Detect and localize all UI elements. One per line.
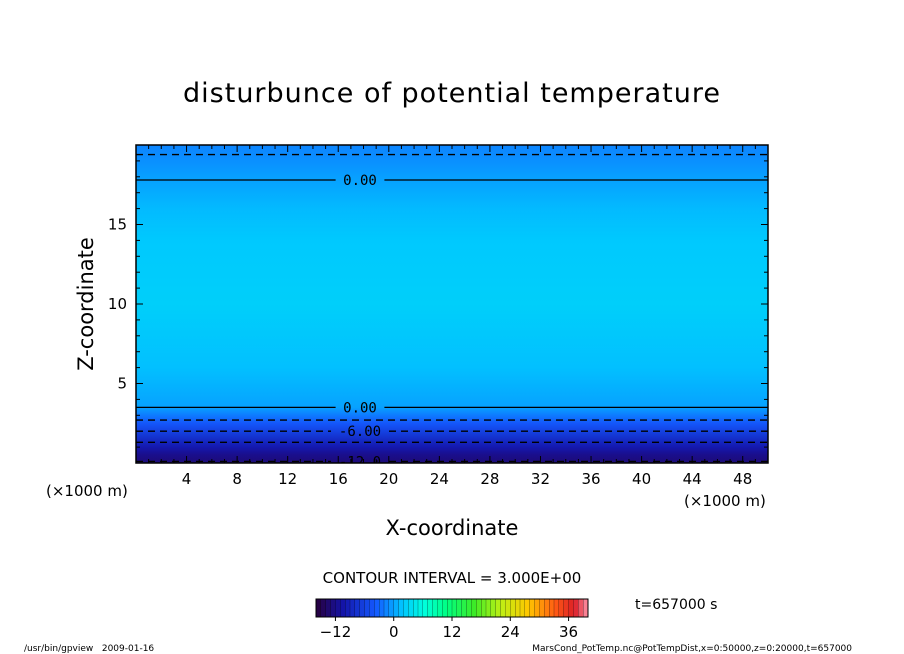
- colorbar-cell: [437, 598, 443, 618]
- colorbar-ticks: −12 0 12 24 36: [320, 617, 578, 641]
- colorbar-cell: [325, 598, 331, 618]
- colorbar-cell: [447, 598, 453, 618]
- colorbar-cell: [451, 598, 458, 618]
- colorbar-cell: [578, 598, 584, 618]
- colorbar-cell: [553, 598, 560, 618]
- contour-label: -6.00: [339, 424, 381, 440]
- colorbar-cell: [490, 598, 497, 618]
- colorbar-cell: [549, 598, 555, 618]
- colorbar-cell: [408, 598, 414, 618]
- x-tick-label: 32: [531, 470, 550, 488]
- colorbar-cell: [340, 598, 346, 618]
- colorbar-cell: [432, 598, 438, 618]
- field-fill: [136, 145, 768, 463]
- colorbar-cell: [364, 598, 370, 618]
- colorbar-cell: [544, 598, 550, 618]
- colorbar-cell: [471, 598, 477, 618]
- colorbar-cell: [398, 598, 404, 618]
- colorbar-cell: [485, 598, 492, 618]
- colorbar-cell: [359, 598, 365, 618]
- time-label: t=657000 s: [635, 597, 717, 613]
- colorbar-cell: [349, 598, 356, 618]
- colorbar-cell: [442, 598, 448, 618]
- contour-label: 0.00: [343, 400, 377, 416]
- footer-left: /usr/bin/gpview 2009-01-16: [24, 644, 154, 654]
- x-tick-label: 20: [379, 470, 398, 488]
- colorbar-cell: [573, 598, 579, 618]
- x-unit-right: (×1000 m): [684, 492, 766, 510]
- x-tick-label: 8: [232, 470, 242, 488]
- colorbar-cell: [379, 598, 385, 618]
- colorbar-cell: [417, 598, 424, 618]
- x-tick-label: 28: [480, 470, 499, 488]
- colorbar-cell: [500, 598, 506, 618]
- colorbar-cell: [354, 598, 361, 618]
- x-unit-left: (×1000 m): [46, 482, 128, 500]
- colorbar-cell: [481, 598, 487, 618]
- colorbar-cell: [558, 598, 565, 618]
- colorbar-tick-label: −12: [320, 623, 352, 641]
- x-tick-label: 36: [581, 470, 600, 488]
- colorbar-cell: [330, 598, 336, 618]
- x-tick-label: 24: [430, 470, 449, 488]
- y-tick-label: 15: [108, 216, 127, 234]
- colorbar-tick-label: 24: [501, 623, 520, 641]
- colorbar-cell: [345, 598, 351, 618]
- colorbar-cell: [413, 598, 419, 618]
- y-tick-label: 10: [108, 295, 127, 313]
- chart-title: disturbunce of potential temperature: [183, 78, 721, 109]
- colorbar-cell: [519, 598, 526, 618]
- plot-area: 0.00 0.00 -6.00 -12.0: [136, 145, 768, 470]
- y-axis-label: Z-coordinate: [74, 237, 98, 371]
- colorbar-cell: [315, 598, 322, 618]
- colorbar-cell: [563, 598, 569, 618]
- x-tick-label: 4: [182, 470, 192, 488]
- x-tick-label: 16: [329, 470, 348, 488]
- colorbar-cell: [403, 598, 409, 618]
- colorbar: [315, 598, 589, 618]
- contour-label: -12.0: [339, 454, 381, 470]
- colorbar-cell: [456, 598, 463, 618]
- colorbar-cell: [374, 598, 380, 618]
- colorbar-cell: [476, 598, 482, 618]
- colorbar-cell: [320, 598, 327, 618]
- colorbar-cell: [427, 598, 433, 618]
- colorbar-cell: [529, 598, 535, 618]
- colorbar-cell: [461, 598, 467, 618]
- colorbar-cell: [505, 598, 511, 618]
- x-axis-label: X-coordinate: [386, 516, 519, 540]
- colorbar-cell: [524, 598, 531, 618]
- x-tick-label: 48: [733, 470, 752, 488]
- colorbar-cell: [466, 598, 472, 618]
- contour-interval-text: CONTOUR INTERVAL = 3.000E+00: [323, 569, 582, 587]
- x-tick-label: 44: [683, 470, 702, 488]
- colorbar-cell: [510, 598, 516, 618]
- colorbar-cell: [383, 598, 390, 618]
- footer-right: MarsCond_PotTemp.nc@PotTempDist,x=0:5000…: [532, 644, 852, 654]
- colorbar-tick-label: 12: [442, 623, 461, 641]
- colorbar-cell: [539, 598, 545, 618]
- x-tick-label: 40: [632, 470, 651, 488]
- colorbar-cell: [369, 598, 375, 618]
- x-tick-label: 12: [278, 470, 297, 488]
- colorbar-tick-label: 36: [559, 623, 578, 641]
- colorbar-cell: [422, 598, 429, 618]
- contour-label: 0.00: [343, 173, 377, 189]
- colorbar-cell: [568, 598, 574, 618]
- colorbar-cell: [335, 598, 341, 618]
- colorbar-cell: [534, 598, 540, 618]
- colorbar-cell: [388, 598, 395, 618]
- colorbar-cell: [515, 598, 521, 618]
- contour-layer: 0.00 0.00 -6.00 -12.0: [136, 153, 768, 470]
- y-tick-label: 5: [117, 375, 127, 393]
- colorbar-cell: [495, 598, 501, 618]
- colorbar-tick-label: 0: [389, 623, 399, 641]
- colorbar-cell: [393, 598, 399, 618]
